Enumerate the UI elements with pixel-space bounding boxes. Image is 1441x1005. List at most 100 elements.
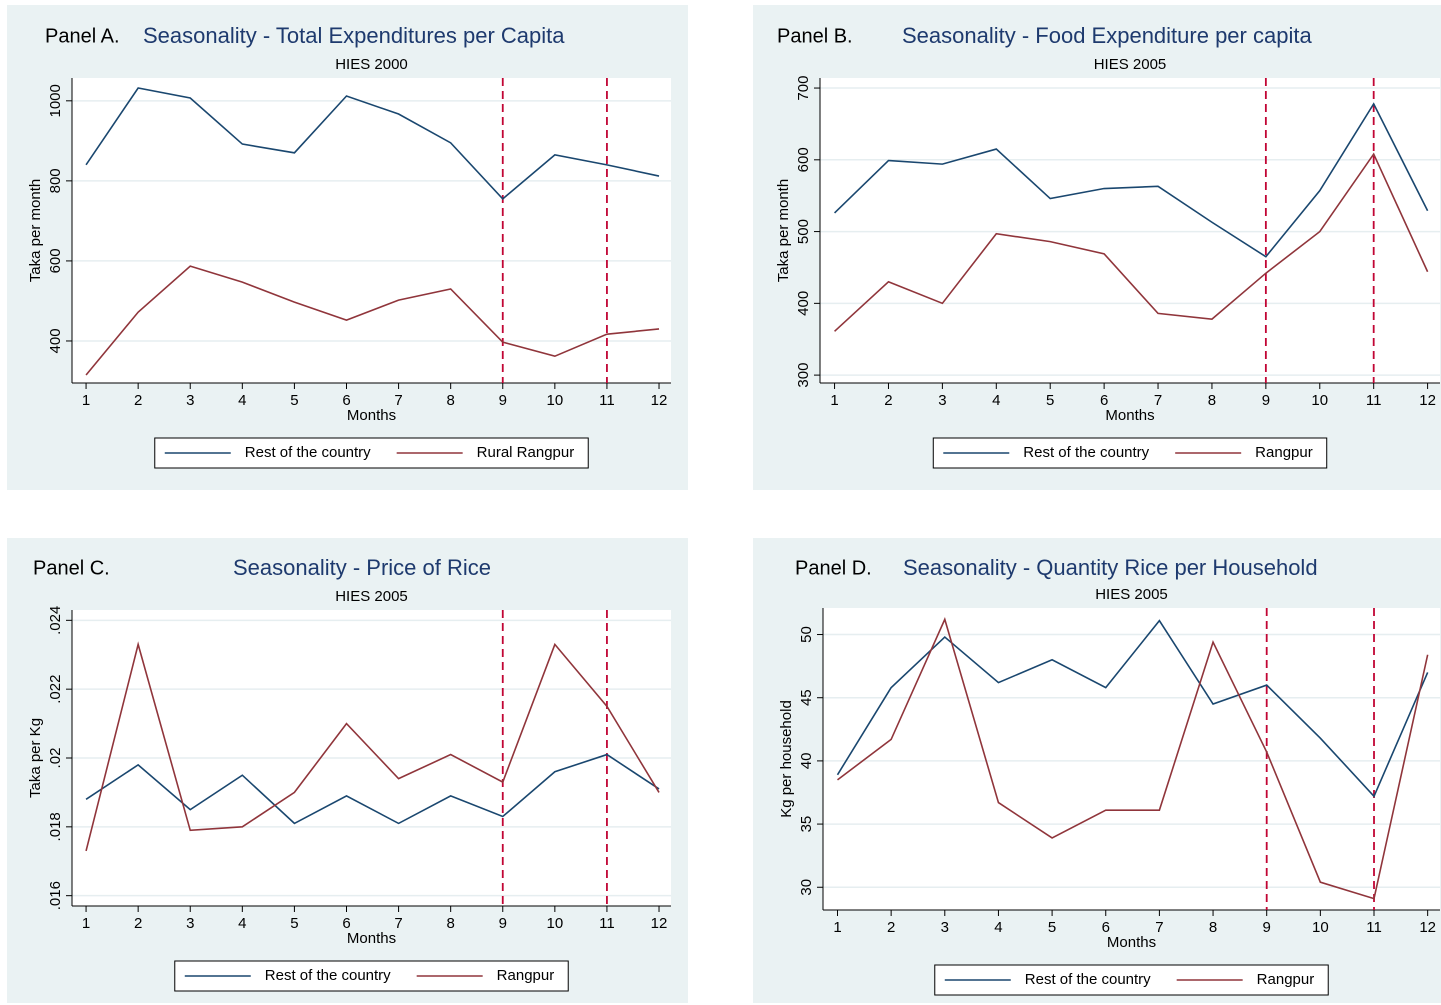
legend-label: Rest of the country — [245, 444, 371, 461]
y-tick-label: 400 — [47, 328, 64, 353]
x-tick-label: 11 — [1366, 392, 1382, 409]
x-tick-label: 9 — [1262, 392, 1270, 409]
panel: Panel B. Seasonality - Food Expenditure p… — [753, 5, 1441, 490]
legend-label: Rest of the country — [1025, 971, 1151, 988]
x-tick-label: 8 — [1209, 919, 1217, 936]
x-tick-label: 6 — [1100, 392, 1108, 409]
x-tick-label: 6 — [342, 915, 350, 932]
y-tick-label: .018 — [47, 812, 64, 841]
legend: Rest of the country Rangpur — [934, 964, 1329, 996]
y-tick-label: 300 — [795, 363, 812, 388]
x-tick-label: 9 — [499, 915, 507, 932]
legend-label: Rangpur — [1257, 971, 1315, 988]
x-tick-label: 1 — [82, 915, 90, 932]
legend-label: Rangpur — [497, 967, 555, 984]
x-tick-label: 5 — [290, 392, 298, 409]
panel: Panel A. Seasonality - Total Expenditures… — [7, 5, 688, 490]
x-tick-label: 10 — [1311, 392, 1328, 409]
x-tick-label: 1 — [830, 392, 838, 409]
legend: Rest of the country Rangpur — [932, 437, 1328, 469]
y-tick-label: 400 — [795, 291, 812, 316]
x-tick-label: 4 — [992, 392, 1000, 409]
x-tick-label: 8 — [1208, 392, 1216, 409]
panel-label: Panel B. — [777, 25, 853, 47]
y-tick-label: .02 — [47, 748, 64, 769]
y-tick-label: 800 — [47, 168, 64, 193]
y-tick-label: 500 — [795, 219, 812, 244]
series-line — [837, 617, 1429, 900]
y-tick-label: 600 — [795, 147, 812, 172]
x-tick-label: 10 — [547, 915, 564, 932]
x-tick-label: 6 — [342, 392, 350, 409]
x-axis-label: Months — [1107, 934, 1156, 951]
y-tick-label: 600 — [47, 248, 64, 273]
x-axis-label: Months — [347, 407, 396, 424]
x-tick-label: 11 — [1366, 919, 1382, 936]
x-tick-label: 10 — [1312, 919, 1329, 936]
legend-label: Rest of the country — [1023, 444, 1149, 461]
x-tick-label: 2 — [134, 915, 142, 932]
y-tick-label: .024 — [47, 606, 64, 635]
series-line — [836, 619, 1429, 798]
x-axis-label: Months — [1105, 407, 1154, 424]
x-tick-label: 1 — [82, 392, 90, 409]
x-tick-label: 8 — [447, 392, 455, 409]
x-tick-label: 7 — [394, 915, 402, 932]
chart-subtitle: HIES 2005 — [1095, 586, 1168, 603]
chart-title: Seasonality - Price of Rice — [233, 555, 491, 580]
y-tick-label: .016 — [47, 881, 64, 910]
y-tick-label: 45 — [798, 689, 815, 706]
x-tick-label: 7 — [1154, 392, 1162, 409]
x-tick-label: 3 — [186, 392, 194, 409]
x-tick-label: 12 — [1419, 392, 1436, 409]
series-line — [85, 265, 660, 376]
series-line — [85, 641, 660, 852]
plot-area — [72, 78, 671, 383]
chart-title: Seasonality - Total Expenditures per Cap… — [143, 23, 565, 48]
chart-subtitle: HIES 2005 — [335, 588, 408, 605]
series-line — [834, 152, 1429, 332]
x-tick-label: 4 — [238, 392, 246, 409]
panel-label: Panel D. — [795, 557, 872, 579]
x-tick-label: 3 — [941, 919, 949, 936]
x-tick-label: 2 — [884, 392, 892, 409]
y-tick-label: 1000 — [47, 84, 64, 117]
x-tick-label: 11 — [599, 392, 615, 409]
panel: Panel C. Seasonality - Price of Rice HIES … — [7, 538, 688, 1003]
x-tick-label: 9 — [1263, 919, 1271, 936]
panel: Panel D. Seasonality - Quantity Rice per … — [753, 538, 1441, 1003]
legend-label: Rangpur — [1255, 444, 1313, 461]
chart-subtitle: HIES 2005 — [1094, 56, 1167, 73]
series-line — [85, 87, 660, 200]
panel-label: Panel C. — [33, 557, 110, 579]
x-tick-label: 7 — [1155, 919, 1163, 936]
x-tick-label: 5 — [290, 915, 298, 932]
x-tick-label: 6 — [1102, 919, 1110, 936]
x-tick-label: 5 — [1046, 392, 1054, 409]
x-tick-label: 7 — [394, 392, 402, 409]
y-tick-label: 50 — [798, 626, 815, 643]
x-tick-label: 9 — [499, 392, 507, 409]
legend-label: Rural Rangpur — [477, 444, 575, 461]
x-tick-label: 12 — [651, 392, 668, 409]
x-tick-label: 1 — [833, 919, 841, 936]
y-tick-label: 30 — [798, 879, 815, 896]
x-axis-label: Months — [347, 930, 396, 947]
chart-title: Seasonality - Quantity Rice per Househol… — [903, 555, 1318, 580]
x-tick-label: 2 — [134, 392, 142, 409]
y-axis-label: Taka per month — [27, 179, 44, 282]
x-tick-label: 8 — [447, 915, 455, 932]
chart-title: Seasonality - Food Expenditure per capit… — [902, 23, 1312, 48]
legend: Rest of the country Rural Rangpur — [154, 437, 589, 469]
y-tick-label: 35 — [798, 816, 815, 833]
x-tick-label: 12 — [651, 915, 668, 932]
plot-area — [820, 78, 1440, 383]
y-axis-label: Kg per household — [778, 700, 795, 818]
x-tick-label: 5 — [1048, 919, 1056, 936]
x-tick-label: 4 — [238, 915, 246, 932]
x-tick-label: 2 — [887, 919, 895, 936]
y-axis-label: Taka per Kg — [27, 718, 44, 798]
chart-subtitle: HIES 2000 — [335, 56, 408, 73]
y-tick-label: 700 — [795, 76, 812, 101]
